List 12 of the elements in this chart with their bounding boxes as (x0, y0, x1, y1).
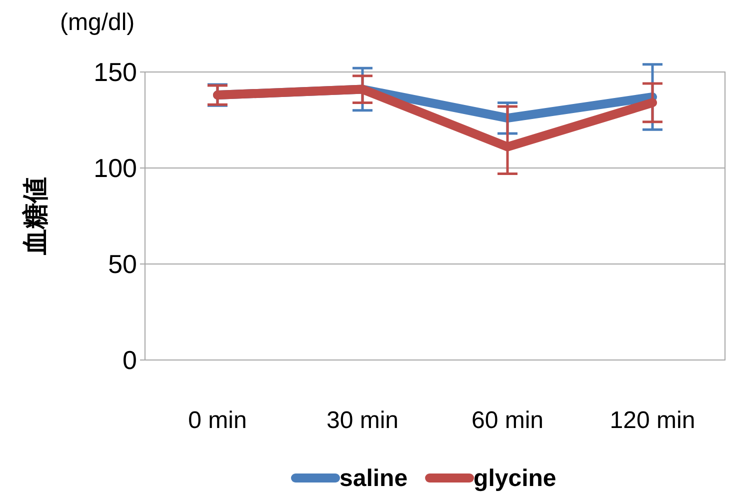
x-tick-label: 30 min (326, 407, 399, 434)
y-tick-label: 50 (108, 249, 137, 279)
y-tick-label: 150 (94, 57, 137, 87)
y-axis-title: 血糖値 (20, 177, 50, 256)
text: (mg/dl) (60, 9, 135, 36)
y-tick-label: 100 (94, 153, 137, 183)
x-tick-label: 0 min (188, 407, 247, 434)
legend-label: glycine (474, 465, 556, 492)
y-tick-label: 0 (122, 345, 137, 375)
x-tick-label: 120 min (610, 407, 696, 434)
x-tick-label: 60 min (471, 407, 544, 434)
legend-label: saline (340, 465, 408, 492)
